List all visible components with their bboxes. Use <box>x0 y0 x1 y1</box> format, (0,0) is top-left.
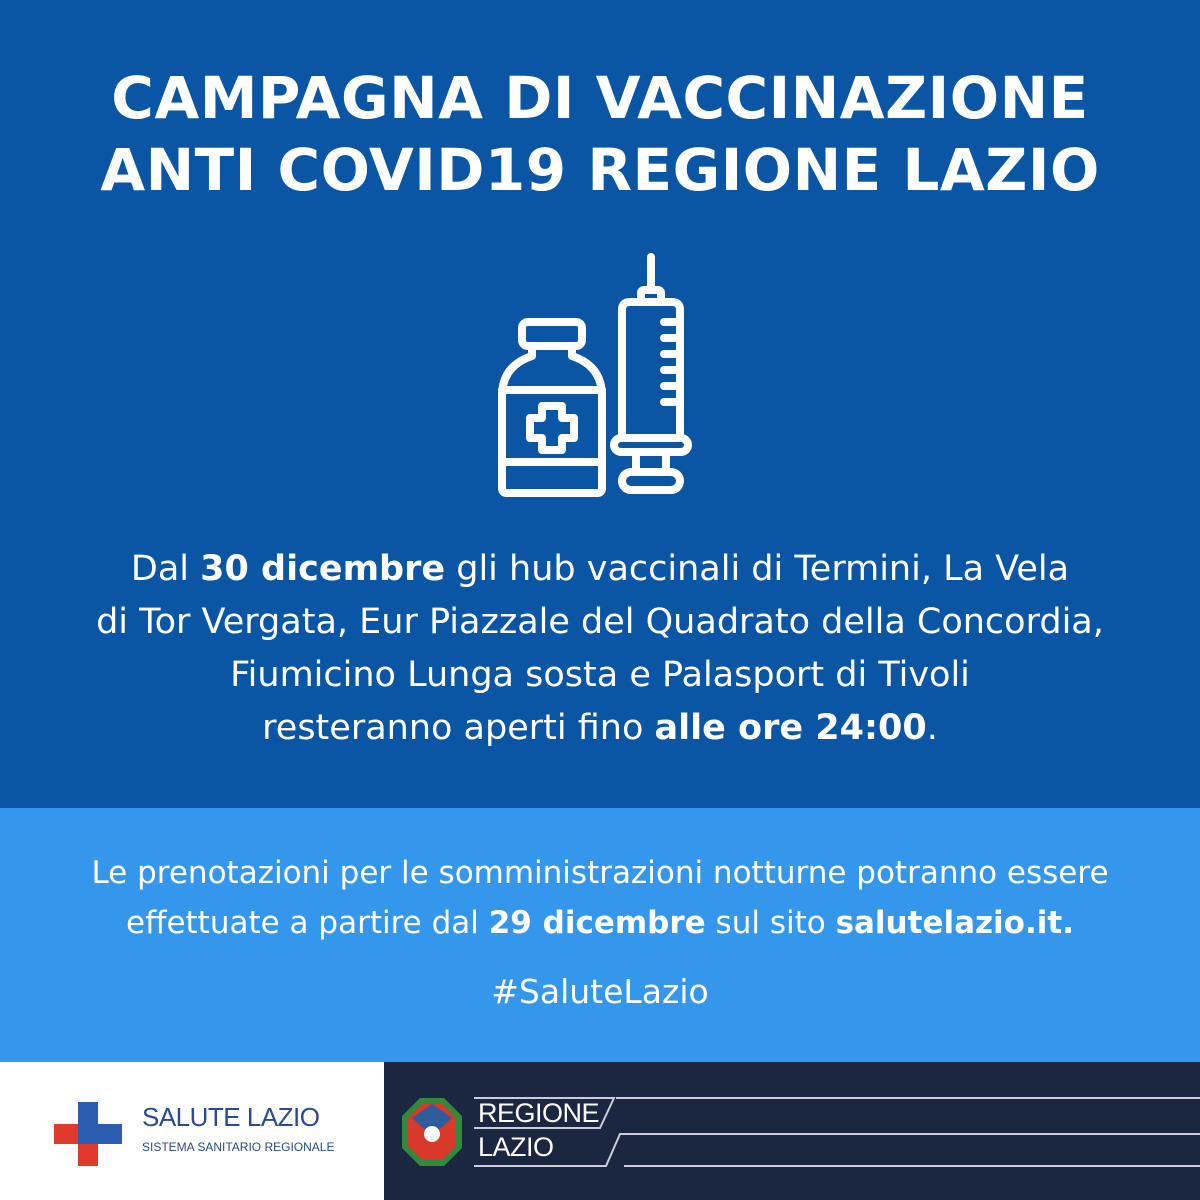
salute-lazio-subtitle: SISTEMA SANITARIO REGIONALE <box>142 1140 335 1154</box>
website-link[interactable]: salutelazio.it. <box>835 905 1074 941</box>
time-highlight: alle ore 24:00 <box>654 708 927 748</box>
page-title: CAMPAGNA DI VACCINAZIONE ANTI COVID19 RE… <box>0 62 1200 206</box>
salute-lazio-name: SALUTE LAZIO <box>142 1102 320 1132</box>
title-line-1: CAMPAGNA DI VACCINAZIONE <box>111 64 1089 132</box>
text: gli hub vaccinali di Termini, La Vela <box>445 549 1070 589</box>
info-band <box>0 808 1200 1062</box>
date-highlight: 30 dicembre <box>200 549 446 589</box>
regione-lazio-logo: REGIONE LAZIO <box>384 1062 1200 1200</box>
title-line-2: ANTI COVID19 REGIONE LAZIO <box>100 136 1100 204</box>
text: Dal <box>130 549 201 589</box>
text: . <box>926 708 938 748</box>
regione-label: REGIONE <box>478 1098 600 1128</box>
text: Fiumicino Lunga sosta e Palasport di Tiv… <box>230 655 970 695</box>
text: sul sito <box>705 905 836 941</box>
date-highlight: 29 dicembre <box>488 905 706 941</box>
regione-lazio-emblem-icon <box>402 1098 462 1166</box>
decorative-lines <box>474 1097 1200 1167</box>
medical-cross-icon <box>54 1102 122 1166</box>
salute-lazio-logo: SALUTE LAZIO SISTEMA SANITARIO REGIONALE <box>0 1062 384 1200</box>
text: Le prenotazioni per le somministrazioni … <box>91 855 1109 891</box>
announcement-text: Dal 30 dicembre gli hub vaccinali di Ter… <box>0 543 1200 755</box>
hashtag: #SaluteLazio <box>491 972 709 1011</box>
text: di Tor Vergata, Eur Piazzale del Quadrat… <box>96 602 1104 642</box>
vaccine-vial-and-syringe-icon <box>498 253 692 497</box>
text: effettuate a partire dal <box>126 905 489 941</box>
lazio-label: LAZIO <box>478 1132 554 1162</box>
main-panel: CAMPAGNA DI VACCINAZIONE ANTI COVID19 RE… <box>0 0 1200 808</box>
text: resteranno aperti fino <box>262 708 655 748</box>
